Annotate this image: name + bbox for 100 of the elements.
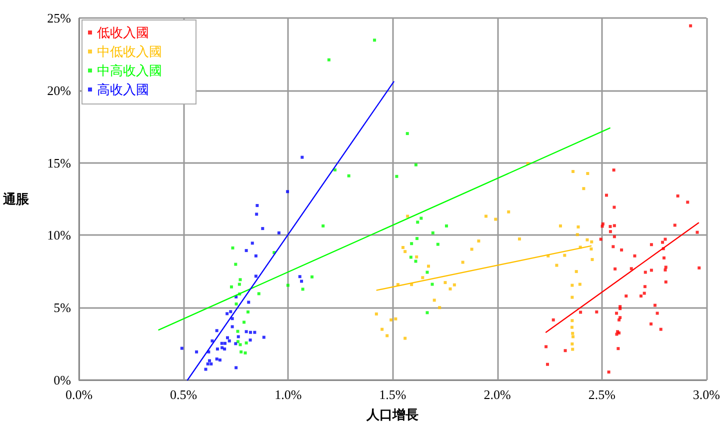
point	[254, 274, 258, 278]
point	[230, 285, 233, 288]
point	[689, 24, 692, 28]
point	[216, 348, 219, 351]
x-axis-title: 人口增長	[366, 407, 419, 422]
point	[578, 282, 582, 286]
point	[639, 294, 642, 298]
point	[404, 336, 407, 340]
point	[518, 237, 521, 240]
point	[374, 312, 378, 316]
point	[633, 254, 636, 258]
point	[590, 247, 593, 250]
point	[206, 362, 210, 366]
point	[298, 275, 302, 278]
point	[262, 336, 266, 339]
point	[421, 276, 424, 280]
point	[664, 268, 667, 272]
point	[438, 306, 442, 310]
point	[616, 347, 620, 350]
point	[624, 294, 628, 298]
point	[507, 210, 510, 214]
point	[586, 172, 590, 176]
point	[686, 200, 690, 204]
point	[570, 319, 574, 322]
point	[552, 318, 555, 322]
point	[444, 224, 448, 228]
point	[406, 132, 409, 136]
point	[395, 174, 398, 178]
point	[650, 243, 653, 246]
y-tick-label: 5%	[54, 300, 72, 316]
point	[401, 246, 404, 250]
x-tick-label: 2.0%	[484, 387, 512, 402]
point	[650, 268, 653, 272]
point	[555, 264, 558, 267]
point	[570, 296, 574, 299]
point	[406, 214, 410, 218]
point	[654, 304, 657, 307]
point	[257, 292, 260, 296]
point	[630, 267, 633, 270]
point	[614, 267, 617, 270]
point	[612, 206, 616, 209]
x-tick-label: 3.0%	[692, 387, 720, 402]
y-tick-label: 10%	[47, 228, 72, 243]
point	[415, 255, 418, 258]
point	[494, 218, 498, 221]
x-tick-label: 0.0%	[65, 387, 93, 402]
point	[574, 270, 578, 274]
point	[254, 254, 258, 258]
legend-label: 中低收入國	[97, 44, 162, 59]
point	[204, 368, 208, 371]
point	[409, 256, 412, 259]
point	[215, 358, 218, 361]
point	[248, 338, 252, 342]
point	[650, 322, 653, 326]
legend-label: 中高收入國	[97, 63, 162, 78]
point	[426, 270, 429, 274]
point	[286, 190, 290, 194]
point	[301, 288, 304, 291]
point	[223, 348, 226, 351]
point	[410, 242, 414, 246]
point	[571, 332, 574, 335]
point	[230, 317, 234, 320]
point	[698, 266, 701, 270]
point	[416, 220, 420, 224]
point	[210, 339, 214, 342]
point	[571, 348, 574, 351]
point	[461, 260, 464, 264]
point	[477, 239, 480, 242]
point	[229, 310, 232, 314]
point	[608, 225, 612, 228]
point	[234, 366, 238, 370]
point	[563, 254, 566, 257]
point	[244, 330, 248, 334]
point	[238, 278, 242, 282]
point	[431, 231, 434, 234]
point	[253, 330, 256, 334]
point	[615, 312, 618, 315]
point	[432, 298, 436, 302]
point	[590, 240, 594, 244]
point	[244, 249, 248, 252]
point	[234, 262, 238, 266]
point	[277, 231, 280, 234]
point	[226, 312, 229, 316]
x-tick-label: 2.5%	[588, 387, 616, 402]
point	[656, 312, 659, 315]
point	[484, 214, 488, 218]
point	[390, 318, 393, 322]
point	[664, 266, 668, 269]
point	[576, 225, 580, 228]
point	[612, 235, 616, 238]
point	[236, 330, 240, 333]
point	[223, 342, 226, 345]
point	[420, 216, 423, 220]
point	[230, 325, 234, 328]
point	[238, 343, 242, 346]
point	[643, 285, 646, 288]
point	[661, 240, 664, 244]
point	[572, 335, 575, 338]
point	[394, 317, 398, 320]
point	[231, 246, 234, 250]
